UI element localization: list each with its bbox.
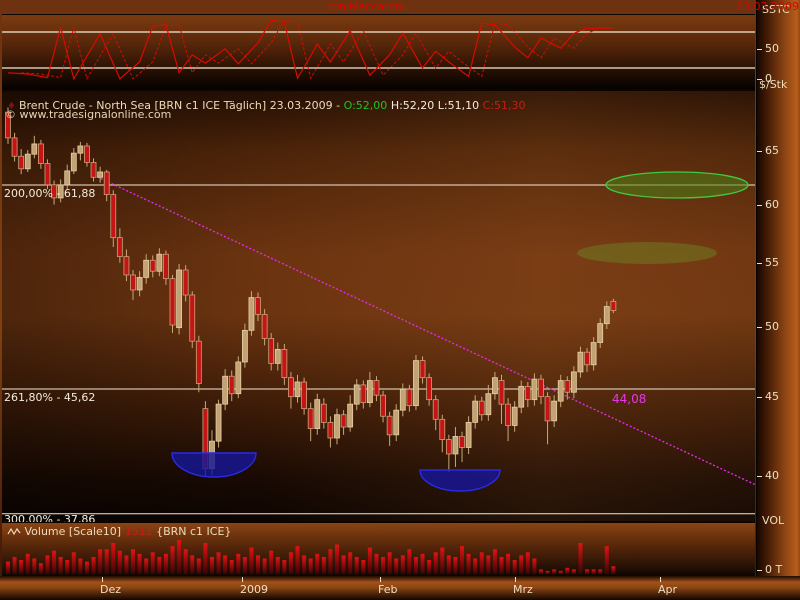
sstc-50-tick — [757, 49, 762, 50]
time-tick-Dez — [102, 577, 103, 582]
volume-value: 1511 — [124, 525, 153, 538]
fib-level-200-label: 200,00% - 61,88 — [4, 187, 96, 200]
price-65-label: 65 — [765, 144, 779, 158]
volume-zero-label: 0 T — [765, 563, 783, 576]
sstc-axis-title: SSTC — [762, 3, 790, 16]
trendline-value-label: 44,08 — [612, 392, 647, 406]
chart-title-bar: ♦ Brent Crude - North Sea [BRN c1 ICE Täg… — [7, 94, 526, 113]
time-tick-Feb — [380, 577, 381, 582]
price-65-tick — [757, 151, 762, 153]
time-label-Apr: Apr — [658, 583, 678, 596]
username-label: toniMaccaroni — [328, 0, 406, 13]
volume-symbol: {BRN c1 ICE} — [156, 525, 232, 538]
price-55-label: 55 — [765, 255, 779, 269]
time-tick-Apr — [660, 577, 661, 582]
time-label-Dez: Dez — [100, 583, 122, 596]
price-45-label: 45 — [765, 390, 779, 404]
pane-sheen — [2, 91, 755, 521]
sstc-0-tick — [757, 79, 762, 80]
price-55-tick — [757, 262, 762, 264]
quote-low-text: L:51,10 — [437, 99, 480, 112]
price-50-tick — [757, 326, 762, 328]
quote-open-text: O:52,00 — [343, 99, 388, 112]
time-label-Mrz: Mrz — [513, 583, 533, 596]
volume-axis-title: VOL — [762, 514, 785, 527]
sstc-0-label: 0 — [765, 72, 772, 85]
price-50-label: 50 — [765, 319, 779, 333]
volume-title-bar: Volume [Scale10] 1511 {BRN c1 ICE} — [7, 525, 231, 538]
sstc-oscillator-plot — [2, 19, 755, 81]
pin-icon[interactable]: ♦ — [7, 101, 16, 112]
price-60-label: 60 — [765, 197, 779, 211]
price-40-tick — [757, 475, 762, 477]
copyright-label: © www.tradesignalonline.com — [5, 108, 172, 121]
price-axis-unit: $/Stk — [759, 78, 788, 91]
price-45-tick — [757, 397, 762, 399]
volume-plot — [6, 539, 616, 574]
session-date-label: 23.03.2009 — [736, 0, 799, 13]
candlestick-plot — [2, 107, 755, 515]
quote-date-text: 23.03.2009 - — [269, 99, 341, 112]
sstc-50-label: 50 — [765, 42, 779, 55]
time-axis[interactable]: Dez 2009 Feb Mrz Apr — [0, 576, 800, 600]
quote-close-text: C:51,30 — [482, 99, 526, 112]
quote-high-text: H:52,20 — [390, 99, 435, 112]
sstc-oscillator-pane[interactable] — [2, 14, 755, 90]
time-label-Feb: Feb — [378, 583, 398, 596]
fib-level-261-label: 261,80% - 45,62 — [4, 391, 96, 404]
time-tick-2009 — [242, 577, 243, 582]
instrument-title: Brent Crude - North Sea [BRN c1 ICE Tägl… — [18, 99, 267, 112]
price-60-tick — [757, 204, 762, 206]
time-label-2009: 2009 — [240, 583, 268, 596]
volume-curve-icon — [7, 527, 21, 536]
price-40-label: 40 — [765, 468, 779, 482]
time-tick-Mrz — [515, 577, 516, 582]
right-axis-strip: SSTC $/Stk 50 0 65 60 55 50 45 40 VOL 0 T — [756, 0, 800, 600]
volume-zero-tick — [757, 570, 762, 571]
volume-label: Volume [Scale10] — [24, 525, 122, 538]
price-chart-pane[interactable]: ♦ Brent Crude - North Sea [BRN c1 ICE Täg… — [2, 90, 755, 526]
volume-pane[interactable]: Volume [Scale10] 1511 {BRN c1 ICE} — [2, 522, 755, 577]
